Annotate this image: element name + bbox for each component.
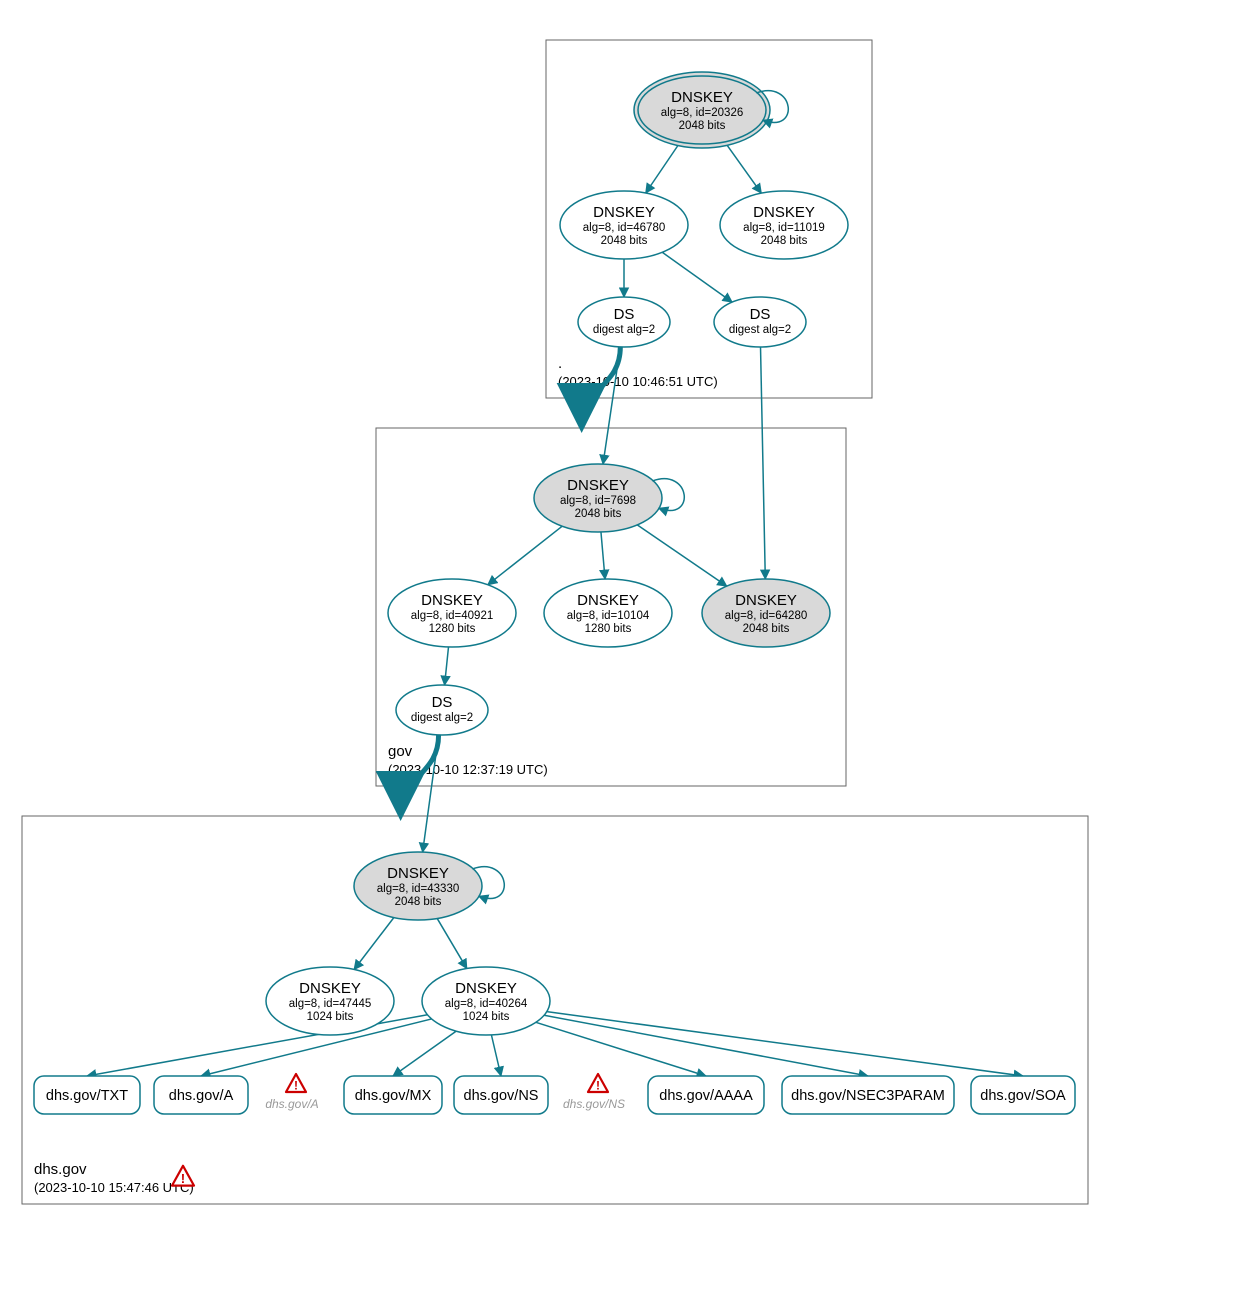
node-title: DS [750,306,771,323]
node-line3: 2048 bits [395,896,442,908]
node-rr3: dhs.gov/NS [454,1076,548,1114]
node-g3: DNSKEYalg=8, id=642802048 bits [702,579,830,647]
node-g2: DNSKEYalg=8, id=101041280 bits [544,579,672,647]
node-title: DNSKEY [671,89,733,106]
zone-dhs: dhs.gov (2023-10-10 15:47:46 UTC)! [22,816,1088,1204]
node-line3: 2048 bits [679,120,726,132]
node-line2: digest alg=2 [593,324,655,336]
node-rr2: dhs.gov/MX [344,1076,442,1114]
node-line3: 1280 bits [429,623,476,635]
zone-label: gov [388,743,413,760]
node-line2: digest alg=2 [729,324,791,336]
node-line3: 2048 bits [743,623,790,635]
record-label: dhs.gov/NSEC3PARAM [791,1088,945,1104]
node-title: DNSKEY [753,204,815,221]
node-line3: 2048 bits [575,508,622,520]
node-line3: 1024 bits [307,1011,354,1023]
node-r1: DNSKEYalg=8, id=467802048 bits [560,191,688,259]
node-line2: alg=8, id=46780 [583,222,666,234]
zone-timestamp: (2023-10-10 15:47:46 UTC) [34,1180,194,1195]
node-title: DNSKEY [567,477,629,494]
node-rr6: dhs.gov/SOA [971,1076,1075,1114]
node-title: DNSKEY [577,592,639,609]
node-line3: 2048 bits [761,235,808,247]
node-line2: alg=8, id=47445 [289,998,372,1010]
node-title: DS [432,694,453,711]
node-line2: alg=8, id=10104 [567,610,650,622]
node-d1: DNSKEYalg=8, id=474451024 bits [266,967,394,1035]
record-label: dhs.gov/SOA [980,1088,1066,1104]
node-line2: alg=8, id=11019 [743,222,825,234]
zone-timestamp: (2023-10-10 10:46:51 UTC) [558,374,718,389]
warning-label: dhs.gov/NS [563,1097,625,1111]
node-line3: 2048 bits [601,235,648,247]
node-line3: 1280 bits [585,623,632,635]
node-title: DNSKEY [455,980,517,997]
dnssec-diagram: . (2023-10-10 10:46:51 UTC) gov (2023-10-10… [10,10,1242,1292]
node-title: DNSKEY [593,204,655,221]
node-r2: DNSKEYalg=8, id=110192048 bits [720,191,848,259]
record-label: dhs.gov/NS [464,1088,539,1104]
node-g1: DNSKEYalg=8, id=409211280 bits [388,579,516,647]
node-title: DNSKEY [387,865,449,882]
node-line2: alg=8, id=64280 [725,610,808,622]
node-rr5: dhs.gov/NSEC3PARAM [782,1076,954,1114]
record-label: dhs.gov/AAAA [659,1088,753,1104]
node-line2: alg=8, id=40264 [445,998,528,1010]
node-g4: DSdigest alg=2 [396,685,488,735]
record-label: dhs.gov/TXT [46,1088,128,1104]
node-r4: DSdigest alg=2 [714,297,806,347]
zone-label: dhs.gov [34,1161,87,1178]
svg-text:!: ! [181,1171,185,1186]
node-title: DNSKEY [299,980,361,997]
zone-timestamp: (2023-10-10 12:37:19 UTC) [388,762,548,777]
node-title: DNSKEY [421,592,483,609]
record-label: dhs.gov/A [169,1088,234,1104]
node-line2: alg=8, id=7698 [560,495,636,507]
node-line2: digest alg=2 [411,712,473,724]
node-rr1: dhs.gov/A [154,1076,248,1114]
node-r3: DSdigest alg=2 [578,297,670,347]
node-line3: 1024 bits [463,1011,510,1023]
record-label: dhs.gov/MX [355,1088,432,1104]
warning-label: dhs.gov/A [265,1097,318,1111]
svg-text:!: ! [596,1079,600,1093]
node-title: DNSKEY [735,592,797,609]
node-rr0: dhs.gov/TXT [34,1076,140,1114]
node-rr4: dhs.gov/AAAA [648,1076,764,1114]
zone-label: . [558,355,562,372]
node-line2: alg=8, id=43330 [377,883,460,895]
node-title: DS [614,306,635,323]
node-line2: alg=8, id=40921 [411,610,494,622]
node-line2: alg=8, id=20326 [661,107,744,119]
node-d2: DNSKEYalg=8, id=402641024 bits [422,967,550,1035]
svg-text:!: ! [294,1079,298,1093]
